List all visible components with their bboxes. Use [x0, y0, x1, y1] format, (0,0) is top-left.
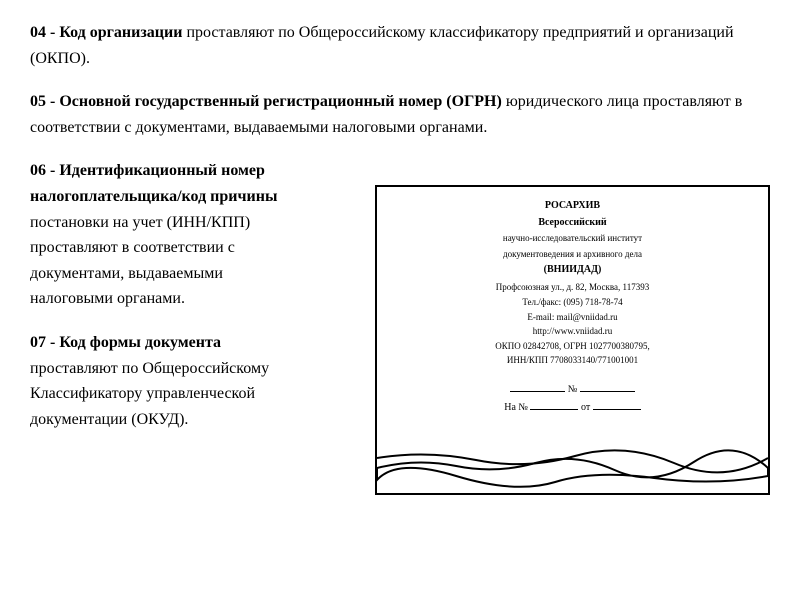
doc-email: E-mail: mail@vniidad.ru — [397, 311, 748, 324]
doc-institute1: научно-исследовательский институт — [397, 233, 748, 245]
paragraph-04: 04 - Код организации проставляют по Обще… — [30, 20, 770, 71]
doc-abbr: (ВНИИДАД) — [397, 264, 748, 275]
doc-web: http://www.vniidad.ru — [397, 325, 748, 338]
paragraph-06: 06 - Идентификационный номер налогоплате… — [30, 158, 340, 312]
letterhead-document: РОСАРХИВ Всероссийский научно-исследоват… — [375, 185, 770, 495]
para07-l2: проставляют по Общероссийскому — [30, 356, 340, 382]
doc-num-label: № — [568, 384, 578, 395]
doc-codes2: ИНН/КПП 7708033140/771001001 — [397, 354, 748, 367]
para06-l6: налоговыми органами. — [30, 286, 340, 312]
doc-ref-label: На № — [504, 402, 528, 413]
paragraph-07: 07 - Код формы документа проставляют по … — [30, 330, 340, 432]
blank-field — [593, 399, 641, 410]
para06-l5: документами, выдаваемыми — [30, 261, 340, 287]
paragraph-05: 05 - Основной государственный регистраци… — [30, 89, 770, 140]
para06-l3: постановки на учет (ИНН/КПП) — [30, 210, 340, 236]
doc-codes1: ОКПО 02842708, ОГРН 1027700380795, — [397, 340, 748, 353]
blank-field — [510, 381, 565, 392]
para06-l1: 06 - Идентификационный номер — [30, 158, 340, 184]
doc-allrussian: Всероссийский — [397, 216, 748, 229]
para07-l4: документации (ОКУД). — [30, 407, 340, 433]
blank-field — [580, 381, 635, 392]
doc-phone: Тел./факс: (095) 718-78-74 — [397, 296, 748, 309]
doc-address: Профсоюзная ул., д. 82, Москва, 117393 — [397, 281, 748, 294]
doc-number-line: № — [397, 381, 748, 395]
para07-l3: Классификатору управленческой — [30, 381, 340, 407]
para04-bold: 04 - Код организации — [30, 24, 182, 41]
para06-l2: налогоплательщика/код причины — [30, 184, 340, 210]
doc-institute2: документоведения и архивного дела — [397, 249, 748, 261]
blank-field — [530, 399, 578, 410]
para07-l1: 07 - Код формы документа — [30, 330, 340, 356]
doc-rosarchiv: РОСАРХИВ — [397, 199, 748, 212]
torn-edge-icon — [377, 448, 768, 493]
para06-l4: проставляют в соответствии с — [30, 235, 340, 261]
para05-bold: 05 - Основной государственный регистраци… — [30, 93, 502, 110]
doc-ot-label: от — [581, 402, 590, 413]
doc-ref-line: На № от — [397, 399, 748, 413]
